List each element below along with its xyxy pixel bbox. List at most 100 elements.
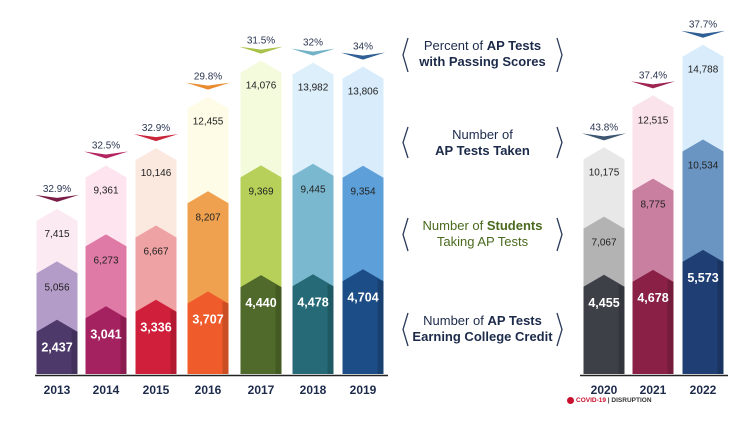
legend-percent: Percent of AP Tests with Passing Scores [400,38,565,70]
legend-credit: Number of AP Tests Earning College Credi… [400,313,565,345]
bar-credit-shade-2014 [120,316,127,374]
label-taken-2020: 10,175 [589,167,620,178]
label-percent-2018: 32% [303,38,323,49]
label-taken-2013: 7,415 [44,229,69,240]
bar-credit-2019 [342,269,384,374]
label-credit-2017: 4,440 [245,296,276,310]
bar-credit-2018 [292,274,334,374]
legend-bracket-left-0 [402,37,409,73]
label-students-2015: 6,667 [143,247,168,258]
bar-credit-2022 [682,249,724,374]
covid-disruption-note: COVID-19 | DISRUPTION [567,397,652,404]
legend-percent-text: Percent of [423,38,487,53]
legend-bracket-left-1 [402,126,409,159]
label-credit-2018: 4,478 [297,295,328,309]
percent-marker-2014 [84,151,128,159]
percent-marker-2016 [186,82,230,90]
bar-credit-2021 [632,269,674,374]
label-students-2021: 8,775 [640,200,665,211]
label-taken-2022: 14,788 [688,65,719,76]
percent-marker-2022 [681,30,725,38]
legend-bracket-right-0 [556,37,563,73]
label-taken-2014: 9,361 [93,186,118,197]
label-credit-2022: 5,573 [687,271,718,285]
legend-percent-line2: with Passing Scores [419,54,546,69]
percent-marker-2020 [582,133,626,141]
legend-bracket-left-3 [402,312,409,347]
year-label-2022: 2022 [690,383,717,397]
bar-credit-2014 [85,306,127,374]
legend-percent-highlight: AP Tests [486,38,542,53]
label-students-2014: 6,273 [93,255,118,266]
label-taken-2021: 12,515 [638,115,669,126]
legend-bracket-right-3 [556,312,563,347]
year-label-2017: 2017 [248,383,275,397]
label-credit-2013: 2,437 [41,341,72,355]
percent-marker-2019 [341,52,385,60]
label-percent-2019: 34% [353,42,373,53]
legend-taken-text: Number of [452,127,513,142]
covid-brand: COVID-19 [576,397,606,405]
bar-credit-shade-2020 [618,284,625,374]
percent-marker-2021 [631,81,675,89]
label-taken-2017: 14,076 [246,81,277,92]
percent-marker-2018 [291,48,335,56]
year-label-2016: 2016 [195,383,222,397]
label-students-2016: 8,207 [195,212,220,223]
legend-bracket-left-2 [402,217,409,252]
covid-icon [567,397,574,404]
label-percent-2020: 43.8% [590,122,618,133]
bar-credit-shade-2016 [222,301,229,374]
label-taken-2019: 13,806 [348,87,379,98]
bar-credit-2013 [36,319,78,374]
label-percent-2021: 37.4% [639,70,667,81]
label-percent-2013: 32.9% [43,184,71,195]
label-credit-2015: 3,336 [140,321,171,335]
year-label-2018: 2018 [300,383,327,397]
percent-marker-2017 [239,46,283,54]
bar-credit-2017 [240,275,282,374]
bar-credit-shade-2022 [717,259,724,374]
bar-credit-2015 [135,299,177,374]
label-students-2013: 5,056 [44,282,69,293]
bar-credit-2020 [583,274,625,374]
year-label-2019: 2019 [350,383,377,397]
year-label-2021: 2021 [640,383,667,397]
label-students-2022: 10,534 [688,160,719,171]
legend-credit-line2: Earning College Credit [412,329,553,344]
label-students-2017: 9,369 [248,186,273,197]
year-label-2014: 2014 [93,383,120,397]
label-credit-2016: 3,707 [192,312,223,326]
percent-marker-2015 [134,134,178,142]
legend-bracket-right-1 [556,126,563,159]
label-credit-2014: 3,041 [90,327,121,341]
label-taken-2016: 12,455 [193,117,224,128]
label-students-2020: 7,067 [591,238,616,249]
legend-credit-text: Number of [423,313,488,328]
label-credit-2020: 4,455 [588,296,619,310]
percent-marker-2013 [35,194,79,202]
label-credit-2019: 4,704 [347,290,378,304]
label-percent-2022: 37.7% [689,20,717,31]
bar-credit-shade-2021 [667,279,674,374]
legend-taken-highlight: AP Tests Taken [435,143,530,158]
label-students-2018: 9,445 [300,185,325,196]
year-label-2015: 2015 [143,383,170,397]
legend-taken: Number of AP Tests Taken [400,127,565,159]
label-percent-2014: 32.5% [92,141,120,152]
label-students-2019: 9,354 [350,187,375,198]
year-label-2020: 2020 [591,383,618,397]
year-label-2013: 2013 [44,383,71,397]
bar-credit-shade-2015 [170,309,177,374]
label-percent-2015: 32.9% [142,123,170,134]
legend-credit-highlight: AP Tests [487,313,542,328]
bar-credit-shade-2013 [71,329,78,374]
bar-credit-shade-2017 [275,285,282,374]
legend-students-highlight: Students [486,218,543,233]
bar-credit-2016 [187,291,229,374]
legend-bracket-right-2 [556,217,563,252]
bar-credit-shade-2019 [377,279,384,374]
label-taken-2018: 13,982 [298,83,329,94]
